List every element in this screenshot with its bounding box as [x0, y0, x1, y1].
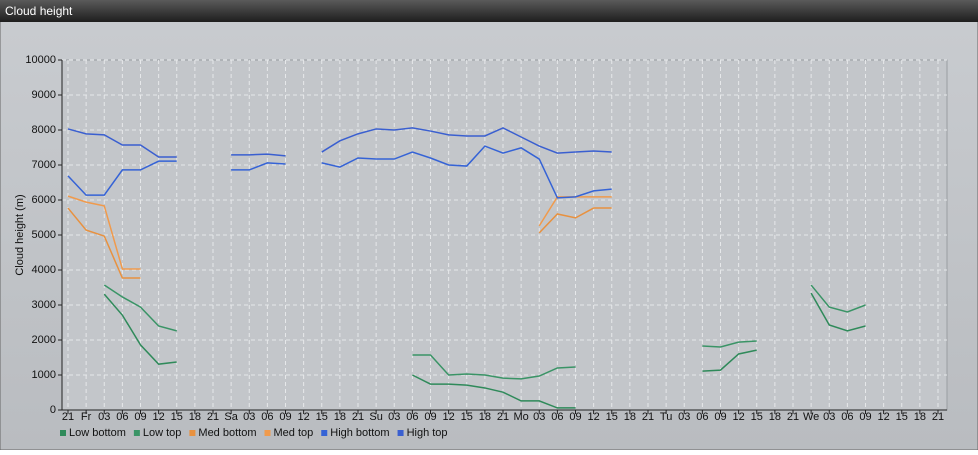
y-tick-label: 2000 [32, 334, 56, 346]
x-tick-label: 09 [134, 411, 146, 423]
x-tick-label: 15 [751, 411, 763, 423]
x-tick-label: 09 [569, 411, 581, 423]
x-tick-label: 03 [243, 411, 255, 423]
x-tick-label: 09 [279, 411, 291, 423]
x-tick-label: 12 [298, 411, 310, 423]
x-tick-label: 15 [896, 411, 908, 423]
x-tick-label: 21 [932, 411, 944, 423]
x-tick-label: 12 [443, 411, 455, 423]
series-line [103, 292, 866, 409]
x-tick-label: 21 [497, 411, 509, 423]
x-tick-label: 09 [424, 411, 436, 423]
x-tick-label: 21 [787, 411, 799, 423]
y-tick-label: 6000 [32, 194, 56, 206]
x-tick-label: Sa [224, 411, 238, 423]
title-bar [0, 0, 978, 22]
x-tick-label: 06 [116, 411, 128, 423]
x-tick-label: 03 [823, 411, 835, 423]
y-tick-label: 7000 [32, 159, 56, 171]
x-tick-label: 21 [62, 411, 74, 423]
legend-swatch [60, 430, 66, 436]
legend-swatch [264, 430, 271, 436]
legend-swatch [189, 430, 196, 436]
x-tick-label: 15 [606, 411, 618, 423]
x-tick-label: 03 [678, 411, 690, 423]
x-tick-label: 12 [733, 411, 745, 423]
y-tick-label: 3000 [32, 299, 56, 311]
legend-label: High top [407, 427, 448, 439]
x-tick-label: 18 [769, 411, 781, 423]
y-tick-label: 1000 [32, 369, 56, 381]
x-tick-label: 06 [696, 411, 708, 423]
x-tick-label: 03 [388, 411, 400, 423]
y-tick-label: 10000 [25, 54, 56, 66]
x-tick-label: 15 [461, 411, 473, 423]
legend-label: Low bottom [69, 427, 126, 439]
x-tick-label: 03 [98, 411, 110, 423]
x-tick-label: Fr [81, 411, 92, 423]
x-tick-label: 06 [551, 411, 563, 423]
x-tick-label: 15 [171, 411, 183, 423]
x-tick-label: 21 [207, 411, 219, 423]
legend-label: Med top [274, 427, 314, 439]
y-axis-label: Cloud height (m) [14, 194, 26, 275]
x-tick-label: 18 [914, 411, 926, 423]
x-tick-label: Tu [660, 411, 672, 423]
legend-label: Low top [143, 427, 182, 439]
x-tick-label: 06 [406, 411, 418, 423]
x-tick-label: 21 [352, 411, 364, 423]
x-tick-label: Su [369, 411, 382, 423]
legend-swatch [397, 430, 404, 436]
x-tick-label: 12 [588, 411, 600, 423]
x-tick-label: We [803, 411, 819, 423]
x-tick-label: 12 [878, 411, 890, 423]
y-tick-label: 5000 [32, 229, 56, 241]
x-tick-label: 09 [714, 411, 726, 423]
x-tick-label: 18 [624, 411, 636, 423]
y-tick-label: 8000 [32, 124, 56, 136]
chart-title: Cloud height [5, 4, 73, 18]
x-tick-label: 21 [642, 411, 654, 423]
legend-swatch [133, 430, 140, 436]
legend-swatch [321, 430, 328, 436]
y-tick-label: 0 [50, 404, 56, 416]
y-tick-label: 4000 [32, 264, 56, 276]
series-line [67, 207, 612, 279]
x-tick-label: 18 [334, 411, 346, 423]
x-tick-label: 15 [316, 411, 328, 423]
series-line [67, 145, 612, 199]
x-tick-label: Mo [513, 411, 528, 423]
x-tick-label: 18 [479, 411, 491, 423]
legend-label: High bottom [330, 427, 389, 439]
series-line [67, 127, 612, 158]
x-tick-label: 09 [859, 411, 871, 423]
x-tick-label: 03 [533, 411, 545, 423]
x-tick-label: 12 [153, 411, 165, 423]
series-line [103, 284, 866, 380]
legend-label: Med bottom [198, 427, 256, 439]
x-tick-label: 06 [841, 411, 853, 423]
x-tick-label: 18 [189, 411, 201, 423]
x-tick-label: 06 [261, 411, 273, 423]
y-tick-label: 9000 [32, 89, 56, 101]
